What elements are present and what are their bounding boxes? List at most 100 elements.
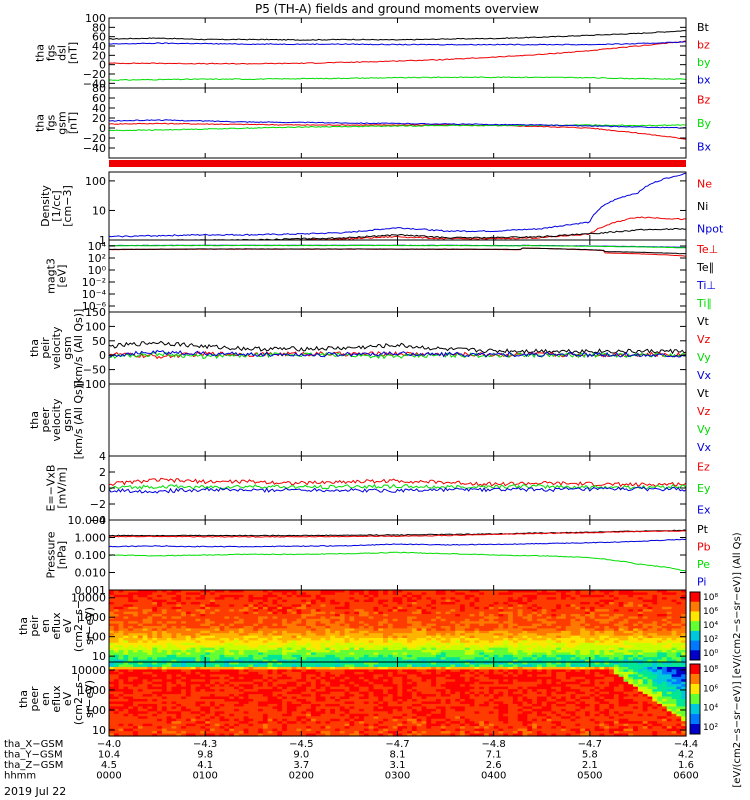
spectrogram-cell — [368, 635, 375, 639]
spectrogram-cell — [570, 626, 577, 629]
spectrogram-cell — [200, 681, 206, 685]
spectrogram-cell — [113, 614, 120, 617]
spectrogram-cell — [109, 706, 115, 710]
spectrogram-cell — [248, 630, 254, 634]
spectrogram-cell — [137, 628, 144, 632]
spectrogram-cell — [214, 699, 221, 703]
spectrogram-cell — [277, 645, 283, 649]
spectrogram-cell — [618, 654, 625, 658]
spectrogram-cell — [560, 654, 567, 658]
spectrogram-cell — [219, 659, 225, 663]
spectrogram-cell — [214, 684, 221, 688]
spectrogram-cell — [661, 628, 668, 632]
spectrogram-cell — [229, 640, 235, 644]
spectrogram-cell — [488, 597, 495, 601]
spectrogram-cell — [113, 671, 120, 675]
spectrogram-cell — [440, 659, 447, 663]
spectrogram-cell — [128, 674, 134, 678]
spectrogram-cell — [161, 669, 168, 673]
spectrogram-cell — [282, 642, 288, 646]
spectrogram-cell — [599, 635, 605, 639]
spectrogram-cell — [286, 618, 293, 622]
y-tick-label: 0 — [99, 122, 106, 135]
spectrogram-cell — [474, 599, 480, 603]
spectrogram-cell — [181, 621, 187, 625]
spectrogram-cell — [363, 611, 370, 615]
spectrogram-cell — [181, 659, 187, 663]
spectrogram-cell — [541, 652, 548, 656]
spectrogram-cell — [532, 609, 538, 613]
spectrogram-cell — [128, 599, 134, 603]
spectrogram-cell — [359, 590, 365, 593]
spectrogram-cell — [339, 633, 346, 637]
spectrogram-cell — [325, 640, 331, 644]
legend-Vx: Vx — [697, 369, 712, 382]
spectrogram-cell — [488, 659, 495, 663]
spectrogram-cell — [464, 633, 471, 637]
spectrogram-cell — [407, 594, 413, 598]
spectrogram-cell — [258, 606, 264, 610]
spectrogram-cell — [484, 621, 490, 625]
spectrogram-cell — [536, 611, 543, 615]
spectrogram-cell — [392, 614, 399, 617]
spectrogram-cell — [565, 616, 572, 620]
spectrogram-cell — [267, 703, 274, 707]
spectrogram-cell — [181, 706, 187, 710]
spectrogram-cell — [383, 599, 389, 603]
spectrogram-cell — [363, 609, 370, 613]
spectrogram-cell — [416, 650, 423, 653]
spectrogram-cell — [652, 642, 658, 646]
y-axis-label: tha — [17, 617, 30, 635]
spectrogram-cell — [440, 645, 447, 649]
spectrogram-cell — [484, 654, 490, 658]
spectrogram-cell — [262, 628, 269, 632]
spectrogram-cell — [310, 657, 317, 661]
spectrogram-cell — [575, 599, 581, 603]
spectrogram-cell — [147, 614, 153, 617]
spectrogram-cell — [118, 694, 125, 698]
spectrogram-cell — [258, 708, 264, 712]
spectrogram-cell — [339, 602, 346, 605]
spectrogram-cell — [176, 618, 182, 622]
spectrogram-cell — [229, 664, 235, 668]
spectrogram-cell — [469, 592, 476, 596]
spectrogram-cell — [229, 694, 235, 698]
spectrogram-cell — [373, 618, 379, 622]
spectrogram-cell — [551, 609, 557, 613]
y-tick-label: 100 — [85, 631, 106, 644]
spectrogram-cell — [349, 640, 355, 644]
spectrogram-cell — [460, 616, 466, 620]
spectrogram-cell — [142, 609, 149, 613]
spectrogram-cell — [397, 616, 403, 620]
spectrogram-cell — [224, 630, 230, 634]
spectrogram-cell — [383, 645, 389, 649]
spectrogram-cell — [580, 616, 586, 620]
spectrogram-cell — [161, 689, 168, 693]
spectrogram-cell — [512, 597, 519, 601]
spectrogram-cell — [503, 638, 509, 641]
spectrogram-cell — [262, 676, 269, 680]
spectrogram-cell — [137, 618, 144, 622]
spectrogram-cell — [157, 696, 163, 700]
spectrogram-cell — [123, 633, 129, 637]
spectrogram-cell — [205, 669, 211, 673]
spectrogram-cell — [532, 657, 538, 661]
spectrogram-cell — [585, 638, 591, 641]
spectrogram-cell — [589, 606, 596, 610]
spectrogram-cell — [580, 594, 586, 598]
spectrogram-cell — [589, 659, 596, 663]
spectrogram-cell — [243, 621, 250, 625]
spectrogram-cell — [243, 726, 250, 730]
spectrogram-cell — [455, 597, 461, 601]
spectrogram-cell — [224, 733, 230, 737]
spectrogram-cell — [493, 626, 500, 629]
spectrogram-cell — [334, 657, 341, 661]
spectrogram-cell — [147, 654, 153, 658]
spectrogram-cell — [536, 657, 543, 661]
spectrogram-cell — [205, 671, 211, 675]
spectrogram-cell — [190, 621, 197, 625]
spectrogram-cell — [628, 623, 634, 627]
spectrogram-cell — [373, 623, 379, 627]
spectrogram-cell — [137, 696, 144, 700]
spectrogram-cell — [469, 645, 476, 649]
